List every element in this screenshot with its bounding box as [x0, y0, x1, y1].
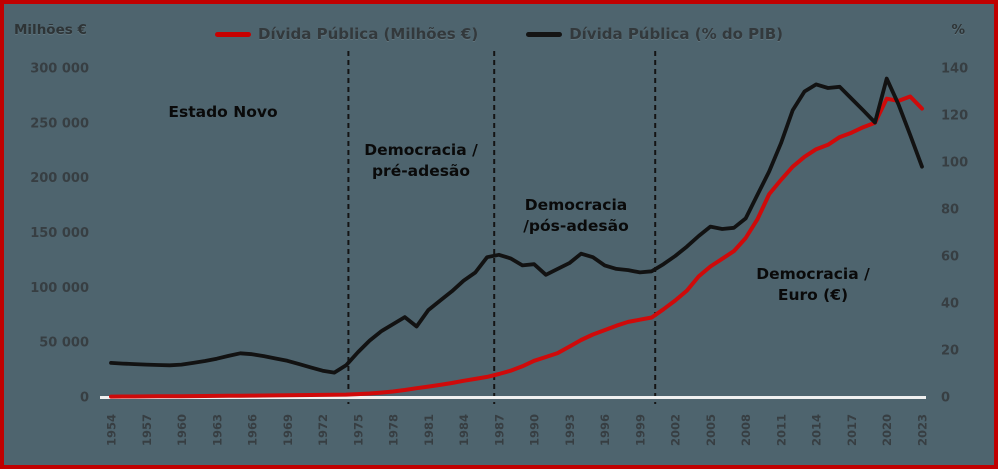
x-axis-tick-label: 2017	[845, 414, 859, 446]
left-axis-tick-label: 250 000	[30, 116, 89, 131]
right-axis-tick-label: 80	[941, 203, 959, 218]
x-axis-tick-label: 2023	[916, 414, 930, 446]
right-axis-tick-label: 100	[941, 156, 968, 171]
left-axis-tick-label: 100 000	[30, 281, 89, 296]
x-axis-tick-label: 2008	[739, 414, 753, 446]
x-axis-tick-label: 1963	[210, 414, 224, 446]
x-axis-tick-label: 1987	[492, 414, 506, 446]
x-axis-tick-label: 1981	[422, 414, 436, 446]
series-line-divida-milhoes	[109, 94, 924, 399]
x-axis-tick-label: 1954	[105, 414, 119, 446]
x-axis-tick-label: 1969	[281, 414, 295, 446]
x-axis-tick-label: 1975	[351, 414, 365, 446]
series-line-divida-pib	[109, 76, 924, 375]
x-axis-tick-label: 2020	[880, 414, 894, 446]
x-axis-tick-label: 1966	[246, 414, 260, 446]
x-axis-tick-label: 2005	[704, 414, 718, 446]
right-axis-tick-label: 140	[941, 62, 968, 77]
x-axis-tick-label: 2011	[775, 414, 789, 446]
red-line-swatch-icon	[215, 31, 252, 37]
x-axis-tick-label: 1960	[175, 414, 189, 446]
x-axis-tick-label: 2014	[810, 414, 824, 446]
x-axis-tick-label: 1957	[140, 414, 154, 446]
era-label-estado-novo: Estado Novo	[168, 103, 278, 121]
x-axis-tick-label: 1984	[457, 414, 471, 446]
right-axis-tick-label: 0	[941, 391, 950, 406]
legend-label-divida-pib: Dívida Pública (% do PIB)	[569, 25, 783, 43]
era-label-democracia-pos-adesao: Democracia /pós-adesão	[523, 196, 629, 235]
era-label-democracia-pre-adesao: Democracia / pré-adesão	[364, 141, 478, 180]
x-axis-tick-label: 1999	[633, 414, 647, 446]
legend-label-divida-milhoes: Dívida Pública (Milhões €)	[258, 25, 479, 43]
left-axis-tick-label: 200 000	[30, 171, 89, 186]
x-axis-tick-label: 1978	[387, 414, 401, 446]
x-axis-tick-label: 2002	[669, 414, 683, 446]
era-label-democracia-euro: Democracia / Euro (€)	[756, 265, 870, 304]
right-axis-tick-label: 40	[941, 297, 959, 312]
x-axis-tick-label: 1972	[316, 414, 330, 446]
left-axis-tick-label: 50 000	[39, 336, 89, 351]
left-axis-tick-label: 0	[80, 391, 89, 406]
right-axis-tick-label: 20	[941, 344, 959, 359]
left-axis-unit-label: Milhões €	[14, 22, 87, 38]
x-axis-tick-label: 1996	[598, 414, 612, 446]
x-axis-tick-label: 1993	[563, 414, 577, 446]
left-axis-tick-label: 300 000	[30, 62, 89, 77]
black-line-swatch-icon	[526, 31, 563, 37]
legend-item-divida-milhoes: Dívida Pública (Milhões €)	[215, 25, 478, 43]
right-axis-tick-label: 60	[941, 250, 959, 265]
legend-item-divida-pib: Dívida Pública (% do PIB)	[526, 25, 783, 43]
x-axis-tick-label: 1990	[528, 414, 542, 446]
chart-legend: Dívida Pública (Milhões €) Dívida Públic…	[0, 25, 998, 43]
left-axis-tick-label: 150 000	[30, 226, 89, 241]
right-axis-unit-label: %	[951, 22, 965, 38]
right-axis-tick-label: 120	[941, 109, 968, 124]
